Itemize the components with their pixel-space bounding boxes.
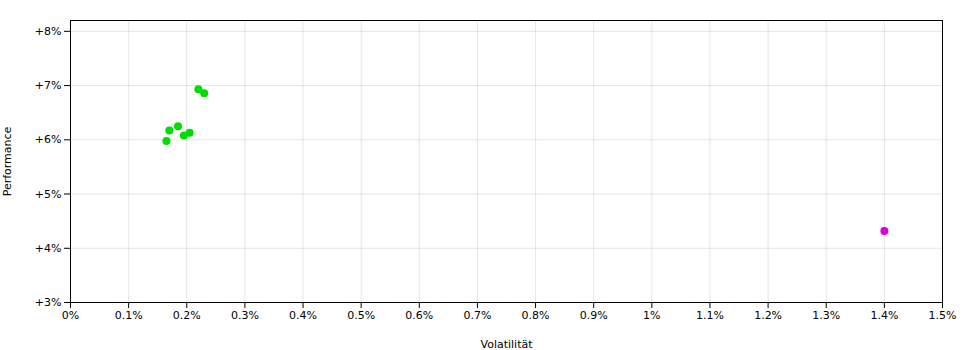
svg-text:1.2%: 1.2% xyxy=(754,309,782,322)
svg-text:+3%: +3% xyxy=(35,296,62,309)
svg-text:0.6%: 0.6% xyxy=(405,309,433,322)
svg-text:0.5%: 0.5% xyxy=(347,309,375,322)
svg-text:+4%: +4% xyxy=(35,242,62,255)
svg-text:Volatilität: Volatilität xyxy=(480,338,533,350)
svg-text:Performance: Performance xyxy=(1,126,14,196)
svg-text:0.1%: 0.1% xyxy=(115,309,143,322)
svg-text:0.3%: 0.3% xyxy=(231,309,259,322)
svg-text:0.4%: 0.4% xyxy=(289,309,317,322)
svg-text:0.7%: 0.7% xyxy=(463,309,491,322)
svg-text:1.1%: 1.1% xyxy=(696,309,724,322)
svg-text:+5%: +5% xyxy=(35,188,62,201)
svg-text:+7%: +7% xyxy=(35,79,62,92)
svg-text:0.9%: 0.9% xyxy=(580,309,608,322)
svg-text:+8%: +8% xyxy=(35,25,62,38)
svg-text:0.2%: 0.2% xyxy=(173,309,201,322)
svg-text:1.5%: 1.5% xyxy=(929,309,957,322)
svg-text:0.8%: 0.8% xyxy=(522,309,550,322)
svg-text:1%: 1% xyxy=(643,309,660,322)
svg-text:0%: 0% xyxy=(62,309,79,322)
svg-text:1.4%: 1.4% xyxy=(870,309,898,322)
svg-text:1.3%: 1.3% xyxy=(812,309,840,322)
svg-text:+6%: +6% xyxy=(35,133,62,146)
